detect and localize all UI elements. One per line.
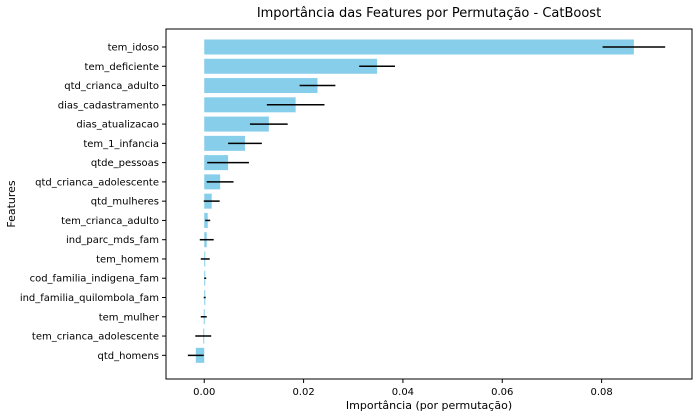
- bar-dias_cadastramento: [204, 97, 296, 113]
- y-tick-label-dias_atualizacao: dias_atualizacao: [76, 120, 159, 131]
- bars-group: [195, 39, 634, 363]
- y-tick-label-tem_deficiente: tem_deficiente: [85, 62, 159, 73]
- chart-title: Importância das Features por Permutação …: [257, 6, 601, 21]
- plot-frame: [165, 28, 693, 380]
- bar-tem_1_infancia: [204, 135, 245, 151]
- y-tick-label-qtde_pessoas: qtde_pessoas: [91, 158, 159, 169]
- x-tick-label: 0.06: [491, 387, 513, 398]
- y-tick-label-qtd_mulheres: qtd_mulheres: [91, 197, 159, 208]
- y-tick-label-cod_familia_indigena_fam: cod_familia_indigena_fam: [30, 274, 159, 285]
- y-tick-label-tem_crianca_adolescente: tem_crianca_adolescente: [32, 332, 159, 343]
- y-tick-label-dias_cadastramento: dias_cadastramento: [58, 100, 159, 111]
- y-tick-label-tem_mulher: tem_mulher: [99, 312, 160, 323]
- bar-dias_atualizacao: [204, 116, 269, 132]
- x-axis-label: Importância (por permutação): [346, 399, 512, 412]
- x-tick-label: 0.04: [392, 387, 414, 398]
- bar-qtd_crianca_adulto: [204, 78, 318, 94]
- y-tick-label-qtd_homens: qtd_homens: [97, 351, 159, 362]
- x-tick-label: 0.02: [292, 387, 314, 398]
- x-tick-label: 0.08: [590, 387, 612, 398]
- y-axis-ticks: tem_idoso tem_deficiente qtd_crianca_adult…: [20, 43, 166, 362]
- y-axis-label: Features: [5, 180, 18, 228]
- y-tick-label-ind_familia_quilombola_fam: ind_familia_quilombola_fam: [20, 293, 159, 304]
- x-axis-ticks: 0.00 0.02 0.04 0.06 0.08: [193, 379, 613, 398]
- y-tick-label-tem_1_infancia: tem_1_infancia: [83, 139, 159, 150]
- y-tick-label-tem_crianca_adulto: tem_crianca_adulto: [61, 216, 159, 227]
- error-bars-group: [187, 46, 666, 357]
- y-tick-label-tem_idoso: tem_idoso: [108, 43, 159, 54]
- y-tick-label-ind_parc_mds_fam: ind_parc_mds_fam: [66, 235, 159, 246]
- bar-tem_idoso: [204, 39, 634, 55]
- y-tick-label-tem_homem: tem_homem: [96, 254, 159, 265]
- y-tick-label-qtd_crianca_adolescente: qtd_crianca_adolescente: [35, 177, 159, 188]
- x-tick-label: 0.00: [193, 387, 215, 398]
- bar-tem_deficiente: [204, 58, 378, 74]
- y-tick-label-qtd_crianca_adulto: qtd_crianca_adulto: [64, 81, 159, 92]
